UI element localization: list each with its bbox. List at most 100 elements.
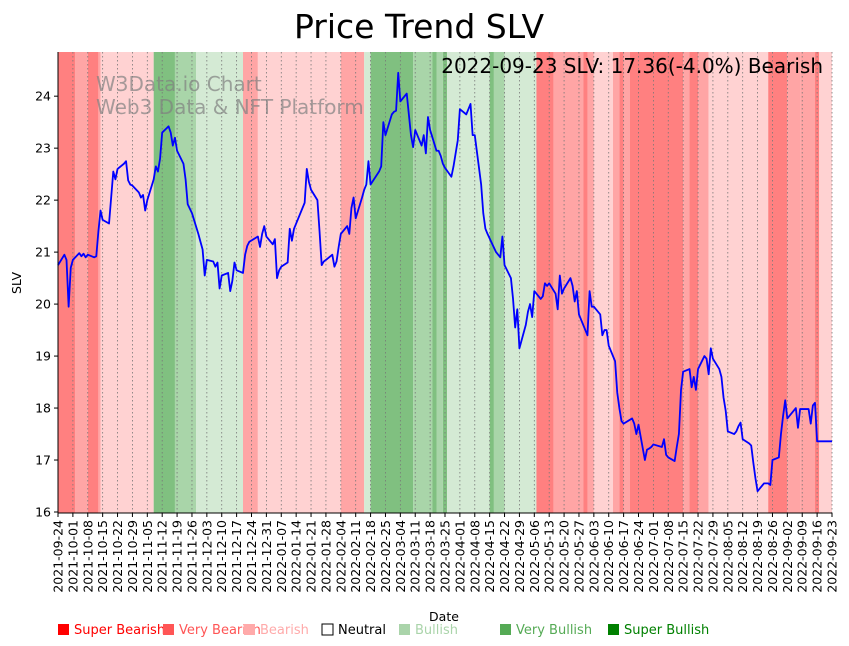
- legend-swatch: [608, 624, 619, 635]
- y-tick-label: 21: [35, 245, 51, 260]
- x-tick-label: 2022-04-08: [467, 520, 482, 593]
- x-tick-label: 2022-09-02: [780, 520, 795, 593]
- vertical-gridlines: [57, 52, 833, 513]
- x-tick-label: 2021-11-12: [155, 520, 170, 593]
- y-tick-label: 23: [35, 141, 51, 156]
- legend-swatch: [58, 624, 69, 635]
- x-tick-label: 2021-09-24: [51, 520, 66, 593]
- band-very_bearish: [814, 52, 820, 513]
- x-tick-label: 2021-11-26: [184, 520, 199, 593]
- y-axis-label: SLV: [9, 272, 24, 295]
- band-very_bearish: [619, 52, 624, 513]
- x-tick-label: 2021-11-19: [170, 520, 185, 593]
- x-tick-label: 2022-04-15: [482, 520, 497, 593]
- series-line-slv: [57, 71, 832, 493]
- sentiment-bands: [58, 52, 832, 513]
- x-tick-label: 2021-10-29: [125, 520, 140, 593]
- x-tick-label: 2022-06-17: [616, 520, 631, 593]
- x-tick-label: 2022-08-12: [735, 520, 750, 593]
- y-tick-label: 17: [35, 453, 51, 468]
- y-tick-label: 16: [35, 505, 51, 520]
- legend-label: Very Bullish: [516, 623, 592, 638]
- band-bullish: [493, 52, 505, 513]
- x-tick-label: 2022-09-23: [825, 520, 840, 593]
- y-axis-ticks: 16 17 18 19 20 21 22 23 24: [35, 89, 58, 520]
- chart-title: Price Trend SLV: [294, 7, 545, 46]
- band-very_bearish: [58, 52, 76, 513]
- band-very_bullish: [153, 52, 175, 513]
- x-tick-label: 2022-04-29: [512, 520, 527, 593]
- x-tick-label: 2022-06-24: [631, 520, 646, 593]
- legend-item-bearish: Bearish: [244, 623, 309, 638]
- legend-label: Super Bullish: [624, 623, 709, 638]
- legend-swatch: [500, 624, 511, 635]
- y-tick-label: 18: [35, 401, 51, 416]
- band-bearish_mid: [800, 52, 815, 513]
- legend-label: Bearish: [260, 623, 309, 638]
- band-very_bearish: [87, 52, 99, 513]
- band-light_bullish: [504, 52, 537, 513]
- band-bearish_mid: [75, 52, 88, 513]
- y-tick-label: 20: [35, 297, 51, 312]
- band-very_bullish: [489, 52, 494, 513]
- x-tick-label: 2022-01-07: [274, 520, 289, 593]
- x-tick-label: 2022-07-22: [691, 520, 706, 593]
- legend-item-bullish: Bullish: [399, 623, 458, 638]
- watermark: W3Data.io Chart Web3 Data & NFT Platform: [96, 72, 364, 119]
- band-very_bearish: [583, 52, 588, 513]
- x-tick-label: 2022-01-28: [318, 520, 333, 593]
- x-tick-label: 2022-08-19: [750, 520, 765, 593]
- x-tick-label: 2022-04-01: [452, 520, 467, 593]
- legend-item-super-bullish: Super Bullish: [608, 623, 709, 638]
- x-tick-label: 2022-03-25: [438, 520, 453, 593]
- legend-item-neutral: Neutral: [321, 623, 386, 638]
- y-tick-label: 22: [35, 193, 51, 208]
- band-bearish_mid: [612, 52, 620, 513]
- band-light_bullish: [364, 52, 371, 513]
- band-very_bearish: [772, 52, 788, 513]
- x-tick-label: 2021-10-22: [110, 520, 125, 593]
- x-tick-label: 2022-02-25: [378, 520, 393, 593]
- x-tick-label: 2022-05-13: [542, 520, 557, 593]
- legend: Super Bearish Very Bearish Bearish Neutral B…: [58, 623, 709, 638]
- x-tick-label: 2022-08-26: [765, 520, 780, 593]
- band-bearish: [100, 52, 154, 513]
- x-tick-label: 2022-08-05: [720, 520, 735, 593]
- band-bearish: [257, 52, 341, 513]
- legend-item-super-bearish: Super Bearish: [58, 623, 165, 638]
- band-bearish_mid: [623, 52, 630, 513]
- x-tick-label: 2021-12-31: [259, 520, 274, 593]
- band-bullish: [174, 52, 197, 513]
- latest-price-annotation: 2022-09-23 SLV: 17.36(-4.0%) Bearish: [441, 54, 823, 78]
- legend-swatch: [321, 623, 334, 636]
- band-very_bullish: [370, 52, 414, 513]
- x-tick-label: 2022-05-20: [557, 520, 572, 593]
- band-bearish_mid: [98, 52, 101, 513]
- x-axis-label: Date: [429, 609, 459, 624]
- band-bearish: [708, 52, 769, 513]
- x-tick-label: 2022-02-18: [363, 520, 378, 593]
- x-tick-label: 2022-09-16: [810, 520, 825, 593]
- watermark-line-2: Web3 Data & NFT Platform: [96, 95, 364, 119]
- x-tick-label: 2021-12-10: [214, 520, 229, 593]
- x-tick-label: 2022-03-04: [393, 520, 408, 593]
- legend-swatch: [163, 624, 174, 635]
- x-axis-ticks: 2021-09-24 2021-10-01 2021-10-08 2021-10-15…: [51, 513, 840, 593]
- x-tick-label: 2021-10-01: [65, 520, 80, 593]
- legend-label: Neutral: [338, 623, 386, 638]
- x-tick-label: 2022-02-04: [333, 520, 348, 593]
- band-bearish_mid: [340, 52, 365, 513]
- legend-swatch: [399, 624, 410, 635]
- band-bullish: [413, 52, 433, 513]
- legend-item-very-bullish: Very Bullish: [500, 623, 592, 638]
- x-tick-label: 2021-11-05: [140, 520, 155, 593]
- x-tick-label: 2022-04-22: [497, 520, 512, 593]
- x-tick-label: 2021-12-17: [229, 520, 244, 593]
- legend-label: Very Bearish: [179, 623, 261, 638]
- x-tick-label: 2022-05-27: [571, 520, 586, 593]
- band-bearish_mid: [587, 52, 594, 513]
- band-bearish: [819, 52, 832, 513]
- band-bearish_mid: [787, 52, 801, 513]
- band-very_bearish: [689, 52, 699, 513]
- band-very_bullish: [432, 52, 437, 513]
